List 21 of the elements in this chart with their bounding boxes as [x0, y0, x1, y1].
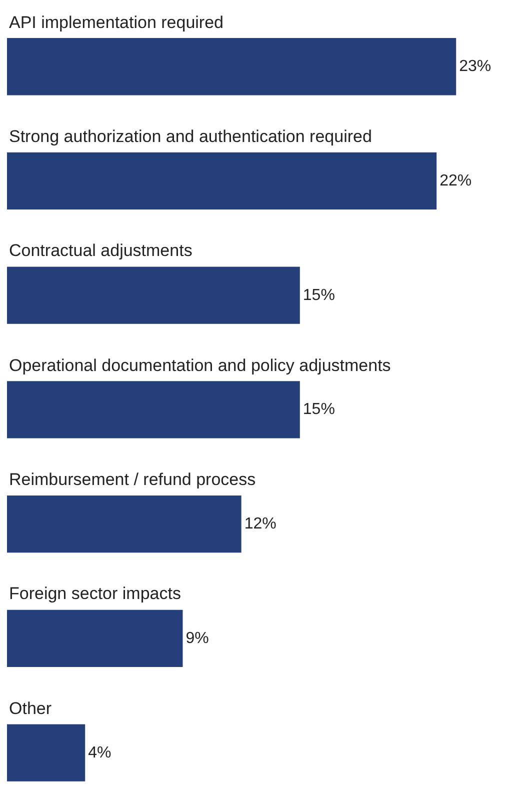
- bar: [7, 266, 300, 324]
- bar: [7, 38, 456, 96]
- data-label: 9%: [186, 630, 209, 647]
- data-label: 12%: [244, 516, 276, 533]
- data-label: 15%: [302, 286, 335, 304]
- y-tick-label: Contractual adjustments: [9, 241, 192, 260]
- y-tick-label: Foreign sector impacts: [9, 584, 181, 603]
- y-tick-label: Reimbursement / refund process: [9, 470, 256, 489]
- bar: [7, 724, 86, 782]
- bar: [7, 152, 437, 210]
- data-label: 23%: [459, 58, 492, 76]
- y-tick-label: API implementation required: [9, 13, 224, 32]
- data-label: 15%: [302, 401, 335, 418]
- y-tick-label: Other: [9, 699, 52, 718]
- y-tick-label: Operational documentation and policy adjustments: [9, 356, 391, 375]
- bar: [7, 381, 300, 438]
- data-label: 4%: [88, 744, 112, 762]
- data-label: 22%: [440, 172, 472, 190]
- bar: [7, 610, 183, 668]
- bar: [7, 495, 242, 553]
- y-tick-label: Strong authorization and authentication required: [9, 127, 372, 146]
